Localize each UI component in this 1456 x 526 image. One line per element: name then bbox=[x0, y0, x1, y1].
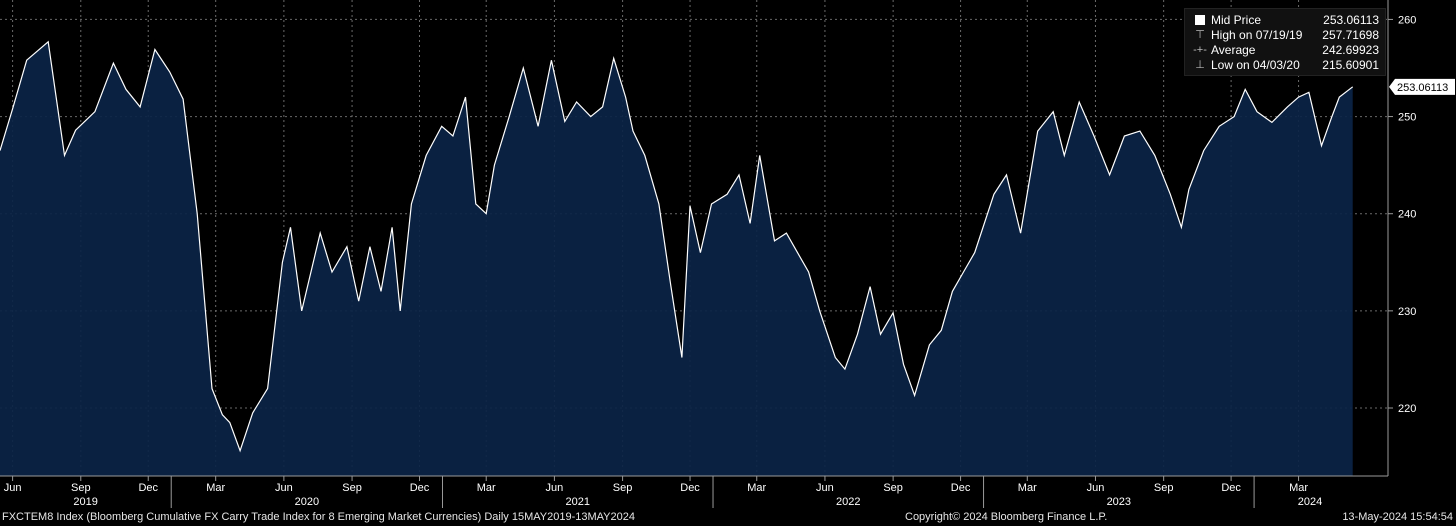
x-tick-label: Dec bbox=[1221, 482, 1241, 494]
x-tick-label: Mar bbox=[1018, 482, 1037, 494]
legend-label: Low on 04/03/20 bbox=[1211, 58, 1300, 72]
high-marker-icon: ⊤ bbox=[1195, 29, 1205, 41]
year-label: 2020 bbox=[295, 496, 319, 508]
legend-value: 242.69923 bbox=[1322, 43, 1379, 57]
y-tick-label: 260 bbox=[1398, 14, 1416, 26]
y-tick-label: 230 bbox=[1398, 306, 1416, 318]
x-tick-label: Jun bbox=[1087, 482, 1105, 494]
legend-label: Average bbox=[1211, 43, 1256, 57]
legend-row-high: ⊤ High on 07/19/19 257.71698 bbox=[1185, 27, 1385, 43]
y-tick-label: 240 bbox=[1398, 209, 1416, 221]
footer-copyright: Copyright© 2024 Bloomberg Finance L.P. bbox=[905, 511, 1108, 523]
legend-value: 253.06113 bbox=[1323, 13, 1379, 27]
x-tick-label: Mar bbox=[206, 482, 225, 494]
last-value-label: 253.06113 bbox=[1397, 82, 1448, 94]
axes bbox=[0, 0, 1389, 477]
y-tick-label: 220 bbox=[1398, 403, 1416, 415]
x-tick-label: Sep bbox=[883, 482, 903, 494]
x-tick-label: Sep bbox=[342, 482, 362, 494]
x-tick-label: Dec bbox=[138, 482, 158, 494]
x-tick-label: Sep bbox=[1154, 482, 1174, 494]
x-tick-label: Dec bbox=[410, 482, 430, 494]
y-axis-ticks: 220 230 240 250 260 bbox=[1388, 14, 1416, 415]
x-tick-label: Jun bbox=[816, 482, 834, 494]
year-label: 2019 bbox=[73, 496, 97, 508]
year-label: 2021 bbox=[566, 496, 590, 508]
legend-label: Mid Price bbox=[1211, 13, 1262, 27]
x-tick-label: Dec bbox=[951, 482, 971, 494]
year-label: 2023 bbox=[1107, 496, 1131, 508]
y-tick-label: 250 bbox=[1398, 112, 1416, 124]
footer-ticker: FXCTEM8 Index (Bloomberg Cumulative FX C… bbox=[2, 511, 635, 523]
legend-value: 257.71698 bbox=[1322, 28, 1379, 42]
x-axis-ticks: Jun Sep Dec Mar Jun Sep Dec Mar Jun Sep Dec Mar Jun S… bbox=[4, 476, 1322, 508]
year-label: 2022 bbox=[836, 496, 860, 508]
last-value-tag bbox=[1389, 78, 1455, 95]
x-tick-label: Mar bbox=[477, 482, 496, 494]
x-tick-label: Sep bbox=[613, 482, 633, 494]
x-tick-label: Jun bbox=[546, 482, 564, 494]
x-tick-label: Dec bbox=[680, 482, 700, 494]
x-tick-label: Sep bbox=[71, 482, 91, 494]
square-icon bbox=[1193, 12, 1207, 30]
year-label: 2024 bbox=[1298, 496, 1322, 508]
low-marker-icon: ⊥ bbox=[1195, 59, 1205, 71]
legend-row-low: ⊥ Low on 04/03/20 215.60901 bbox=[1185, 57, 1385, 73]
legend-box: Mid Price 253.06113 ⊤ High on 07/19/19 2… bbox=[1184, 8, 1386, 76]
footer-timestamp: 13-May-2024 15:54:54 bbox=[1342, 511, 1453, 523]
x-tick-label: Jun bbox=[4, 482, 22, 494]
series-line bbox=[0, 40, 1354, 453]
last-value-marker: 253.06113 bbox=[1389, 78, 1455, 95]
average-marker-icon: -+- bbox=[1193, 44, 1207, 56]
legend-label: High on 07/19/19 bbox=[1211, 28, 1303, 42]
x-tick-label: Jun bbox=[275, 482, 293, 494]
footer-bar: FXCTEM8 Index (Bloomberg Cumulative FX C… bbox=[0, 508, 1456, 526]
legend-row-mid: Mid Price 253.06113 bbox=[1185, 12, 1385, 28]
legend-value: 215.60901 bbox=[1322, 58, 1379, 72]
x-tick-label: Mar bbox=[747, 482, 766, 494]
series-area bbox=[0, 41, 1353, 477]
x-tick-label: Mar bbox=[1289, 482, 1308, 494]
legend-row-average: -+- Average 242.69923 bbox=[1185, 42, 1385, 58]
